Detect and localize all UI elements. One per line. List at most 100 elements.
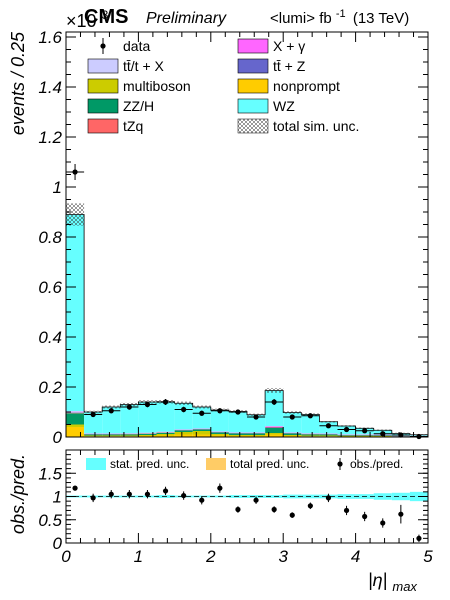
ratio-point-11 — [271, 506, 277, 513]
bar-zzh-16 — [355, 435, 374, 436]
lumi-prefix: <lumi> fb — [270, 10, 332, 27]
bar-wz-8 — [210, 410, 229, 432]
bar-multiboson-9 — [228, 435, 247, 436]
main-y-tick-label-3: 0.6 — [38, 278, 62, 297]
main-y-tick-label-1: 0.2 — [38, 378, 62, 397]
data-point-18 — [398, 432, 404, 438]
legend-swatch-nonprompt — [237, 78, 269, 94]
data-point-15 — [343, 426, 350, 433]
data-point-2 — [108, 408, 114, 414]
ratio-point-13 — [307, 503, 313, 509]
x-axis-label-main: |η| — [368, 570, 387, 590]
x-tick-label-3: 3 — [278, 547, 288, 566]
data-point-10 — [253, 414, 259, 420]
bar-multiboson-6 — [174, 432, 193, 435]
legend-label-stat: stat. pred. unc. — [110, 457, 189, 471]
bar-zzh-6 — [174, 430, 193, 432]
bar-multiboson-13 — [301, 435, 320, 437]
bar-ttz-0 — [66, 412, 85, 413]
status-label: Preliminary — [146, 10, 227, 27]
legend-swatch-ttx — [87, 58, 119, 74]
lumi-exponent: -1 — [336, 8, 346, 20]
legend-swatch-multiboson — [87, 78, 119, 94]
ratio-point-16 — [362, 513, 368, 520]
legend-label-zzh: ZZ/H — [123, 98, 154, 114]
main-legend: data X + γ tt̄/t + X tt̄ + Z multiboson nonpr… — [87, 38, 359, 134]
main-plot: 0 0.2 0.4 0.6 0.8 1 1.2 1.4 1.6 data X + γ tt̄/t + … — [38, 28, 429, 447]
ratio-point-10 — [253, 497, 259, 503]
bar-wz-11 — [265, 390, 284, 426]
bar-zzh-10 — [247, 433, 266, 435]
x-tick-label-1: 1 — [134, 547, 143, 566]
ratio-point-3 — [126, 491, 132, 497]
ratio-y-axis-label: obs./pred. — [8, 454, 28, 534]
bar-zzh-5 — [156, 432, 175, 434]
bar-multiboson-16 — [355, 436, 374, 437]
bar-multiboson-3 — [120, 435, 139, 437]
bar-zzh-8 — [210, 432, 229, 434]
bar-multiboson-0 — [66, 424, 85, 427]
bar-nonprompt-0 — [66, 427, 85, 437]
legend-swatch-total — [206, 458, 226, 470]
unc-band-17 — [373, 429, 392, 431]
energy-label: (13 TeV) — [353, 10, 409, 27]
bar-nonprompt-8 — [210, 435, 229, 437]
ratio-point-6 — [181, 492, 187, 499]
legend-swatch-stat — [86, 458, 106, 470]
bar-multiboson-7 — [192, 431, 211, 435]
bar-wz-13 — [301, 414, 320, 434]
bar-multiboson-12 — [283, 435, 302, 436]
bar-multiboson-1 — [84, 435, 103, 437]
ratio-y-ticks: 0 0.5 1 1.5 — [38, 454, 428, 553]
ratio-y-tick-label-0: 0 — [53, 534, 63, 553]
unc-band-14 — [319, 420, 338, 423]
bar-nonprompt-5 — [156, 435, 175, 437]
bar-wz-2 — [102, 407, 121, 434]
bar-nonprompt-6 — [174, 434, 193, 437]
ratio-point-17 — [380, 520, 386, 526]
bar-zzh-1 — [84, 434, 103, 436]
legend-label-unc: total sim. unc. — [273, 118, 359, 134]
bar-wz-3 — [120, 404, 139, 434]
ratio-point-18 — [398, 511, 404, 517]
bar-zzh-14 — [319, 434, 338, 436]
bar-wz-5 — [156, 401, 175, 432]
unc-band-12 — [283, 411, 302, 414]
bar-xgamma-11 — [265, 426, 284, 427]
ratio-x-ticks: 0 1 2 3 4 5 — [61, 450, 433, 566]
ratio-point-7 — [199, 497, 205, 503]
main-y-tick-label-2: 0.4 — [38, 328, 62, 347]
legend-label-ttx: tt̄/t + X — [123, 58, 165, 74]
legend-swatch-unc — [237, 118, 269, 134]
bar-zzh-11 — [265, 428, 284, 433]
ratio-points — [72, 483, 422, 543]
data-point-12 — [289, 414, 295, 420]
x-tick-label-4: 4 — [351, 547, 360, 566]
bar-zzh-13 — [301, 434, 320, 436]
bar-wz-0 — [66, 214, 85, 412]
bar-multiboson-15 — [337, 436, 356, 437]
bar-zzh-12 — [283, 433, 302, 435]
bar-zzh-3 — [120, 434, 139, 436]
bar-zzh-15 — [337, 435, 356, 436]
legend-label-nonprompt: nonprompt — [273, 78, 340, 94]
data-point-13 — [307, 413, 313, 419]
legend-swatch-zzh — [87, 98, 119, 114]
bar-wz-1 — [84, 412, 103, 434]
bar-nonprompt-11 — [265, 434, 284, 437]
unc-band-6 — [174, 401, 193, 405]
main-y-tick-label-7: 1.4 — [38, 78, 62, 97]
ratio-plot: 0 0.5 1 1.5 0 1 2 3 4 5 stat. pred. unc. total pred… — [38, 449, 433, 566]
bar-nonprompt-7 — [192, 434, 211, 437]
unc-band-7 — [192, 405, 211, 409]
main-y-tick-label-5: 1 — [53, 178, 62, 197]
x-axis-label-sub: max — [392, 579, 417, 594]
legend-label-tzq: tZq — [123, 118, 143, 134]
data-point-1 — [90, 411, 96, 418]
legend-ratio-marker — [337, 461, 343, 467]
bar-multiboson-14 — [319, 435, 338, 437]
ratio-y-tick-label-2: 1 — [53, 488, 62, 507]
unc-band-0 — [66, 203, 85, 226]
bar-tzq-0 — [66, 412, 85, 414]
bar-zzh-7 — [192, 429, 211, 431]
